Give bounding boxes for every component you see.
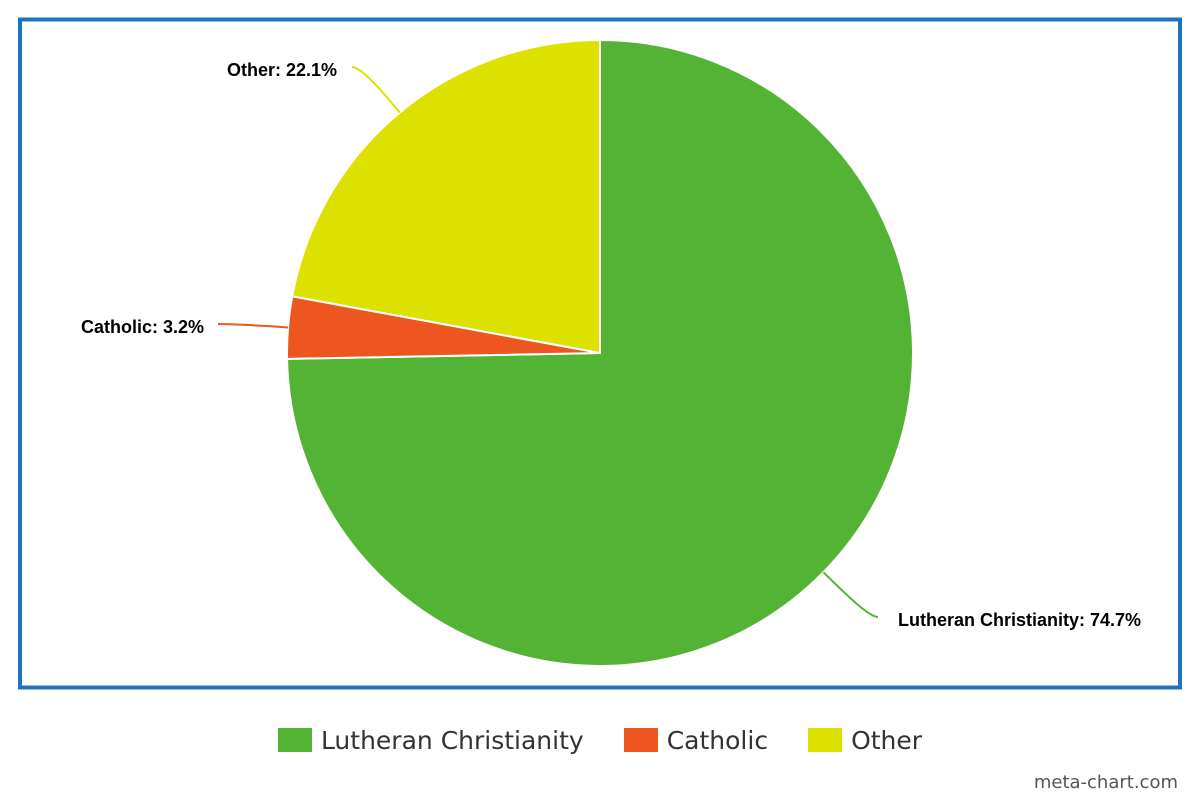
label-connector-other [351, 66, 401, 114]
legend-item-catholic[interactable]: Catholic [623, 725, 769, 755]
pie-slices [286, 39, 914, 667]
data-label-catholic: Catholic: 3.2% [81, 317, 204, 337]
pie-slice-other[interactable] [291, 39, 601, 354]
label-connector-lutheran-christianity [822, 571, 879, 618]
slice-labels: Lutheran Christianity: 74.7% Catholic: 3.… [81, 60, 1141, 630]
legend-swatch-catholic [623, 728, 658, 752]
legend: Lutheran Christianity Catholic Other [0, 722, 1200, 758]
label-connector-catholic [217, 323, 289, 329]
legend-swatch-lutheran-christianity [277, 728, 312, 752]
label-connectors [217, 66, 879, 618]
watermark: meta-chart.com [1033, 772, 1178, 793]
legend-swatch-other [808, 728, 843, 752]
data-label-lutheran-christianity: Lutheran Christianity: 74.7% [898, 610, 1141, 630]
legend-label: Lutheran Christianity [320, 725, 584, 755]
legend-item-lutheran-christianity[interactable]: Lutheran Christianity [277, 725, 584, 755]
data-label-other: Other: 22.1% [227, 60, 337, 80]
legend-label: Catholic [666, 725, 769, 755]
legend-label: Other [851, 725, 923, 755]
legend-item-other[interactable]: Other [808, 726, 922, 755]
